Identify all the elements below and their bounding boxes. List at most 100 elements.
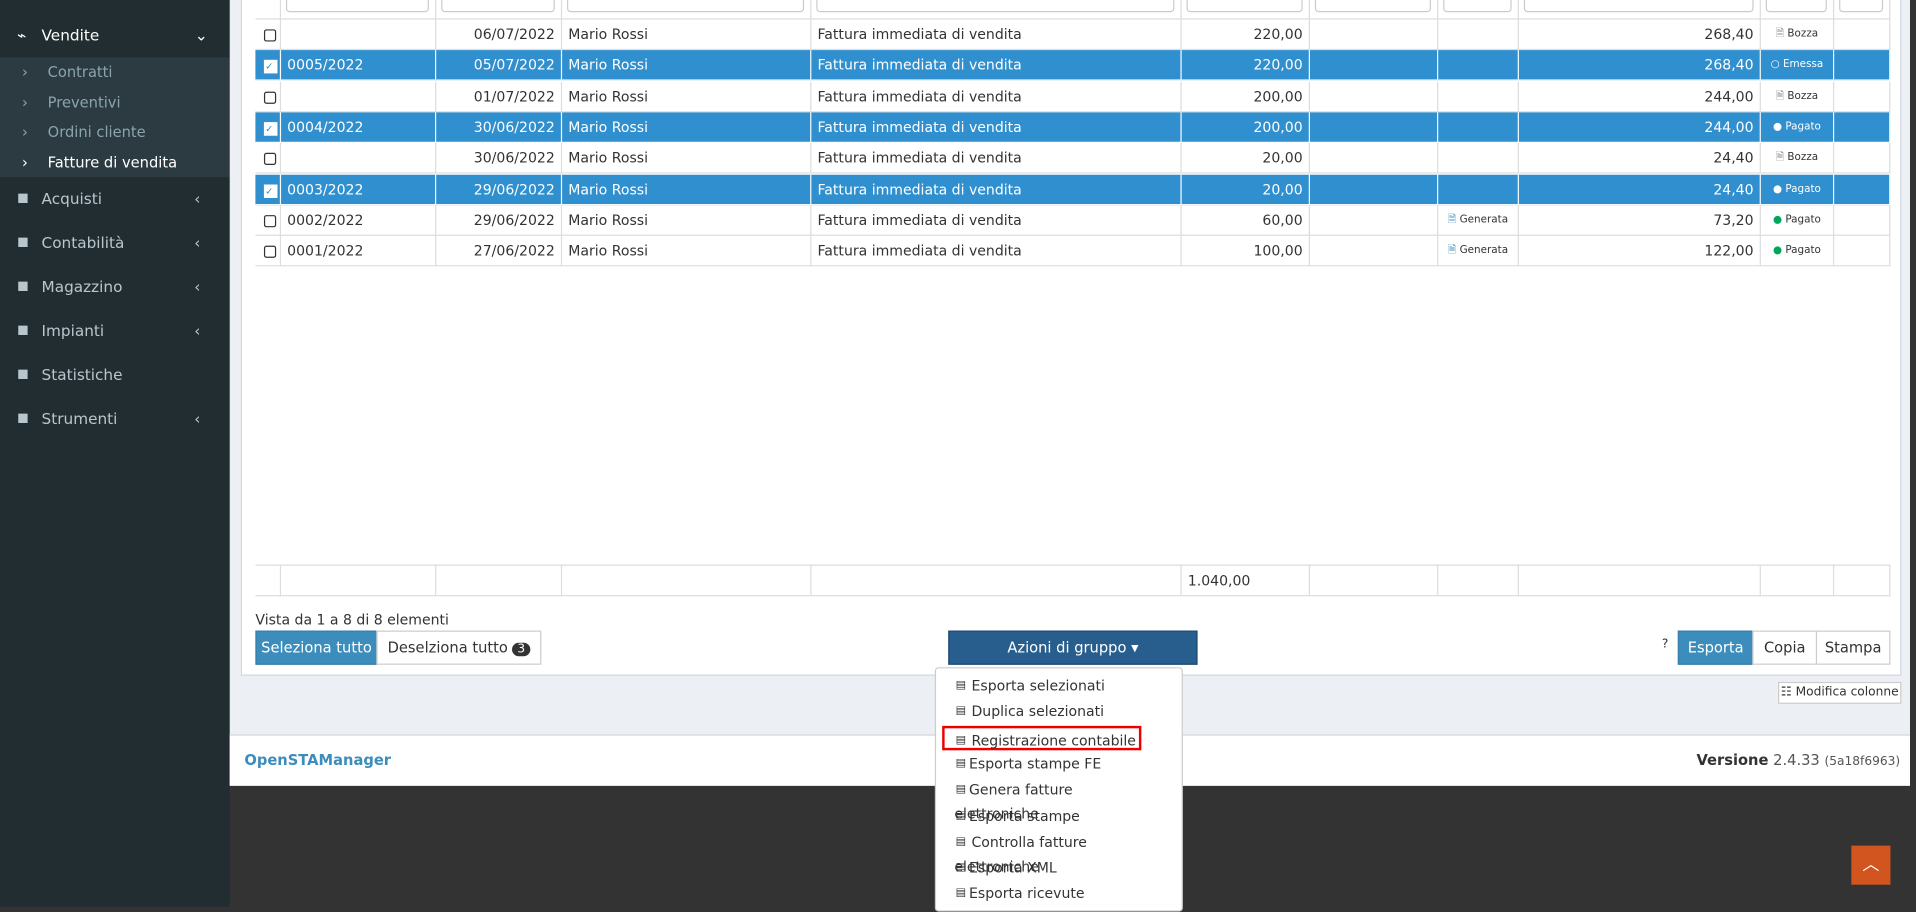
item-label: Duplica selezionati — [971, 703, 1105, 721]
version: Versione 2.4.33 (5a18f6963) — [1696, 752, 1900, 769]
brand: OpenSTAManager — [244, 751, 392, 769]
filter-input[interactable] — [441, 0, 555, 13]
cell-total: 73,20 — [1518, 205, 1761, 236]
item-label: Registrazione contabile — [971, 731, 1136, 749]
menu-label: Impianti — [41, 321, 105, 340]
menu-item[interactable]: ■ ‹ Strumenti — [17, 409, 201, 428]
filter-input[interactable] — [285, 0, 429, 13]
status-text: Emessa — [1782, 59, 1824, 72]
menu-label: Magazzino — [41, 277, 123, 296]
icon: 🗎 — [1447, 213, 1460, 226]
cell-number: 0005/2022 — [281, 50, 437, 82]
status-text: Bozza — [1787, 28, 1819, 41]
filter-input[interactable] — [567, 0, 805, 13]
cell-check: ✓ — [255, 174, 282, 205]
dropdown-item[interactable]: ▤ Esporta selezionati — [955, 676, 1105, 695]
dropdown-menu — [934, 667, 1183, 912]
cell-sdi — [1309, 50, 1439, 82]
cell-type: Fattura immediata di vendita — [811, 143, 1182, 174]
deselect-all-button[interactable]: Deselziona tutto 3 — [376, 630, 542, 665]
submenu-label: Fatture di vendita — [47, 153, 178, 171]
status-text: Bozza — [1787, 89, 1819, 103]
cell-status: ● Pagato — [1760, 205, 1835, 236]
dropdown-item[interactable]: ▤ Esporta ricevute — [955, 885, 1085, 903]
bulk-actions-button[interactable]: Azioni di gruppo ▾ — [948, 630, 1198, 665]
total-cell — [436, 564, 563, 597]
columns-button[interactable]: ☷ Modifica colonne — [1778, 681, 1902, 704]
submenu-item[interactable]: › Contratti — [21, 63, 113, 81]
icon: ○ — [1770, 59, 1783, 72]
label: Modifica colonne — [1795, 685, 1899, 699]
filter-input[interactable] — [1186, 0, 1303, 13]
cell-number — [281, 143, 437, 174]
icon: ● — [1772, 120, 1786, 134]
export-button[interactable]: Esporta — [1677, 630, 1754, 665]
copy-button[interactable]: Copia — [1752, 630, 1818, 665]
version-number: 2.4.33 — [1773, 751, 1820, 769]
fe-text: Generata — [1459, 244, 1509, 257]
item-label: Controlla fatture elettroniche — [954, 833, 1087, 875]
filter-input[interactable] — [1839, 0, 1884, 13]
cell-sdi — [1309, 205, 1439, 236]
cell-type: Fattura immediata di vendita — [811, 174, 1182, 205]
cell-extra — [1834, 205, 1891, 236]
print-button[interactable]: Stampa — [1815, 630, 1891, 665]
dropdown-item[interactable]: ▤ Esporta stampe — [955, 807, 1080, 825]
menu-item[interactable]: ■ ‹ Acquisti — [17, 189, 201, 208]
help-icon: ? — [1661, 637, 1669, 652]
icon: 🗎 — [1447, 244, 1460, 257]
cell-status: 🗎 Bozza — [1760, 81, 1835, 112]
cell-fe: 🗎 Generata — [1438, 235, 1519, 267]
cell-fe: 🗎 Generata — [1438, 205, 1519, 236]
dropdown-item[interactable]: ▤ Controlla fatture elettroniche — [954, 833, 1087, 875]
cell-status: ● Pagato — [1760, 174, 1835, 205]
cell-date: 05/07/2022 — [436, 50, 563, 82]
filter-input[interactable] — [1765, 0, 1827, 13]
item-label: Esporta ricevute — [969, 885, 1085, 903]
cell-type: Fattura immediata di vendita — [811, 205, 1182, 236]
dropdown-item[interactable]: ▤ Esporta XML — [955, 859, 1057, 877]
cell-number — [281, 19, 437, 51]
submenu-item[interactable]: › Ordini cliente — [21, 123, 146, 141]
total-cell — [1760, 564, 1835, 597]
item-label: Esporta stampe — [969, 807, 1080, 825]
dropdown-item[interactable]: ▤ Duplica selezionati — [955, 703, 1105, 721]
filter-cell — [1181, 0, 1310, 20]
select-all-button[interactable]: Seleziona tutto — [255, 630, 378, 665]
submenu-item[interactable]: › Fatture di vendita — [21, 153, 178, 171]
cell-client: Mario Rossi — [562, 143, 812, 174]
build: (5a18f6963) — [1824, 755, 1901, 769]
filter-cell — [255, 0, 282, 20]
menu-item[interactable]: ■ Statistiche — [17, 365, 123, 384]
menu-item[interactable]: ■ ‹ Magazzino — [17, 277, 201, 296]
menu-item[interactable]: ■ ‹ Impianti — [17, 321, 201, 340]
filter-input[interactable] — [1443, 0, 1512, 13]
dropdown-item[interactable]: ▤ Genera fatture elettroniche — [954, 781, 1073, 823]
total-cell — [811, 564, 1182, 597]
cell-extra — [1834, 143, 1891, 174]
filter-input[interactable] — [1523, 0, 1754, 13]
submenu-item[interactable]: › Preventivi — [21, 93, 121, 111]
cell-date: 27/06/2022 — [436, 235, 563, 267]
scroll-top-button[interactable]: ︿ — [1851, 845, 1891, 885]
dropdown-item[interactable]: ▤ Esporta stampe FE — [955, 755, 1102, 773]
cell-status: ● Pagato — [1760, 235, 1835, 267]
cell-check — [255, 205, 282, 236]
filter-input[interactable] — [816, 0, 1175, 13]
cell-total: 24,40 — [1518, 143, 1761, 174]
dropdown-item[interactable]: ▤ Registrazione contabile — [942, 725, 1142, 750]
label: Azioni di gruppo — [1007, 639, 1127, 657]
filter-cell — [1309, 0, 1439, 20]
menu-item[interactable]: ⌁ ⌄ Vendite — [17, 25, 208, 44]
cell-amount: 200,00 — [1181, 81, 1310, 112]
item-label: Genera fatture elettroniche — [954, 781, 1073, 823]
cell-fe — [1438, 81, 1519, 112]
filter-cell — [1518, 0, 1761, 20]
cell-total: 122,00 — [1518, 235, 1761, 267]
menu-item[interactable]: ■ ‹ Contabilità — [17, 233, 201, 252]
filter-input[interactable] — [1314, 0, 1431, 13]
cell-fe — [1438, 143, 1519, 174]
cell-total: 244,00 — [1518, 81, 1761, 112]
fe-text: Generata — [1459, 213, 1509, 226]
cell-fe — [1438, 174, 1519, 205]
